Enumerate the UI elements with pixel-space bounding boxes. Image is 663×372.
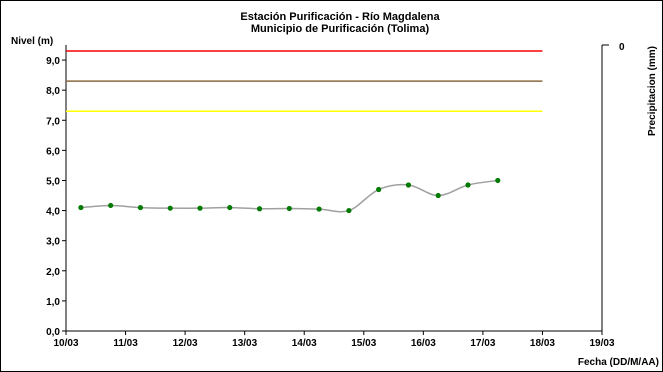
y-tick-label: 8,0 [46, 86, 60, 97]
x-tick-label: 17/03 [470, 338, 495, 349]
y2-axis-title: Precipitacion (mm) [647, 46, 658, 136]
chart-subtitle: Municipio de Purificación (Tolima) [251, 23, 430, 35]
y-tick-label: 2,0 [46, 267, 60, 278]
y-tick-label: 4,0 [46, 207, 60, 218]
data-point [465, 182, 471, 188]
x-tick-label: 19/03 [589, 338, 614, 349]
data-point [286, 205, 292, 212]
data-point [256, 206, 263, 212]
x-tick-label: 18/03 [530, 338, 555, 349]
data-point [108, 202, 114, 209]
x-tick-label: 16/03 [411, 338, 436, 349]
data-point [495, 177, 501, 184]
data-point [405, 182, 412, 188]
y-axis-title: Nivel (m) [11, 36, 53, 47]
x-tick-label: 11/03 [113, 338, 138, 349]
y-tick-label: 6,0 [46, 146, 60, 157]
y-tick-label: 7,0 [46, 116, 60, 127]
data-point [78, 204, 84, 211]
data-point [346, 207, 352, 214]
y-tick-label: 9,0 [46, 56, 60, 67]
x-axis-title: Fecha (DD/M/AA) [578, 357, 659, 368]
y2-tick-label: 0 [619, 42, 625, 53]
data-point [167, 205, 173, 211]
data-point [316, 206, 322, 212]
y-tick-label: 3,0 [46, 237, 60, 248]
x-tick-label: 15/03 [351, 338, 376, 349]
y-tick-label: 5,0 [46, 176, 60, 187]
data-point [137, 204, 144, 211]
x-tick-label: 13/03 [232, 338, 257, 349]
y-tick-label: 1,0 [46, 297, 60, 308]
data-point [435, 192, 441, 199]
x-tick-label: 10/03 [53, 338, 78, 349]
data-point [227, 204, 233, 211]
y-tick-label: 0,0 [46, 327, 60, 338]
x-tick-label: 14/03 [292, 338, 317, 349]
data-point [376, 186, 382, 193]
x-tick-label: 12/03 [173, 338, 198, 349]
data-point [197, 205, 203, 211]
plot-area: 0,0 1,0 2,0 3,0 4,0 5,0 6,0 7,0 8,0 9,0 10/03 11/03… [46, 44, 615, 349]
chart-title: Estación Purificación - Río Magdalena [240, 11, 440, 23]
